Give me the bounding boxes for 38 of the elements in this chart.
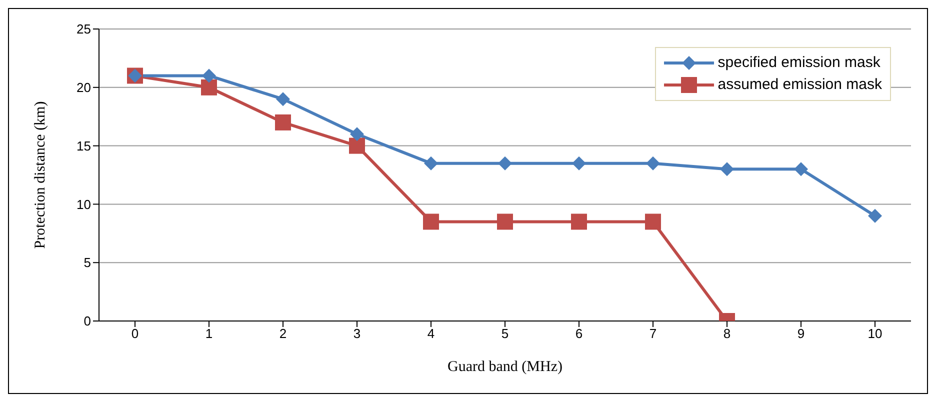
y-tick-label: 10 <box>76 196 91 212</box>
y-tick-label: 25 <box>76 22 91 37</box>
legend-label: specified emission mask <box>718 53 880 73</box>
point <box>275 114 291 130</box>
point <box>646 156 660 170</box>
x-axis-title: Guard band (MHz) <box>448 359 562 375</box>
point <box>349 138 365 154</box>
point <box>868 208 882 223</box>
x-tick-label: 2 <box>279 326 287 342</box>
point <box>201 79 217 96</box>
x-tick-label: 6 <box>575 326 583 342</box>
point <box>350 127 364 142</box>
point <box>423 214 439 230</box>
point <box>572 156 586 170</box>
point <box>276 92 290 106</box>
x-tick-label: 8 <box>723 326 731 342</box>
x-tick-label: 10 <box>868 326 882 342</box>
point <box>794 162 808 176</box>
x-tick-label: 1 <box>205 326 213 342</box>
y-axis-title: Protection distance (km) <box>32 101 48 249</box>
point <box>424 156 438 170</box>
x-tick-label: 9 <box>797 326 805 342</box>
point <box>497 214 513 230</box>
point <box>645 214 661 230</box>
x-tick-label: 3 <box>353 326 361 342</box>
point <box>498 156 512 170</box>
x-tick-label: 5 <box>501 326 509 342</box>
x-tick-label: 0 <box>131 326 139 342</box>
point <box>720 162 734 176</box>
legend-label: assumed emission mask <box>718 75 882 95</box>
point <box>202 68 216 83</box>
y-tick-label: 5 <box>84 255 91 270</box>
y-tick-label: 15 <box>76 138 91 154</box>
y-tick-label: 20 <box>76 80 91 96</box>
point <box>571 214 587 230</box>
x-tick-label: 7 <box>649 326 657 342</box>
x-tick-label: 4 <box>427 326 435 342</box>
y-tick-label: 0 <box>84 314 91 329</box>
